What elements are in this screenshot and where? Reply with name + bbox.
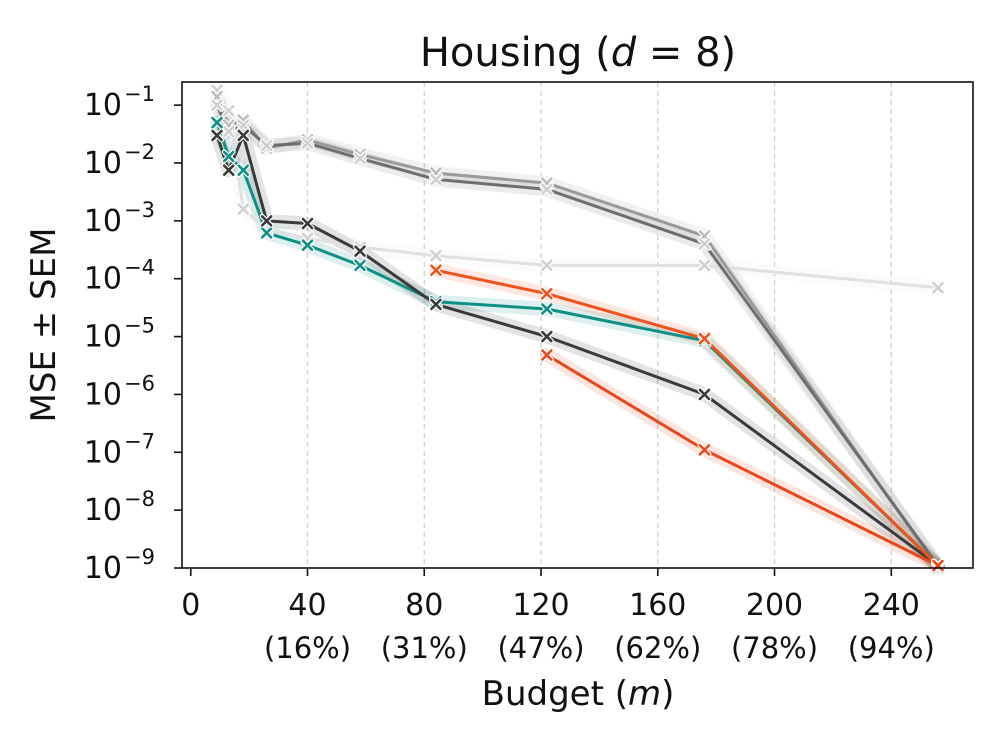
plot-frame [181, 81, 974, 569]
x-tick-pct-120: (47%) [497, 631, 584, 665]
marker-teal-18 [236, 163, 251, 178]
marker-light-gray-176 [697, 258, 712, 273]
x-tick-label-200: 200 [746, 588, 803, 623]
y-tick-exp--4: −4 [124, 256, 155, 280]
marker-gray-84 [428, 172, 443, 187]
x-tick-label-240: 240 [863, 588, 920, 623]
x-tick-pct-40: (16%) [264, 631, 351, 665]
series-line-teal [215, 122, 940, 567]
marker-teal-9 [210, 115, 225, 130]
marker-light-gray-13 [221, 103, 236, 118]
marker-orange-lower-122 [539, 348, 554, 363]
x-axis-ticks: 0 40 (16%) 80 (31%) 120 (47%) 160 (62%) 200 (78%) 2… [181, 568, 935, 665]
marker-light-gray-122 [539, 258, 554, 273]
marker-orange-upper-122 [539, 286, 554, 301]
marker-dark-gray-84 [428, 297, 443, 312]
x-tick-label-160: 160 [629, 588, 686, 623]
marker-orange-lower-176 [697, 442, 712, 457]
x-tick-label-80: 80 [405, 588, 443, 623]
y-tick-exp--9: −9 [124, 545, 155, 569]
y-tick-label--5: 10 [84, 320, 122, 355]
marker-light-gray-18 [236, 202, 251, 217]
marker-gray-122 [539, 182, 554, 197]
x-tick-pct-200: (78%) [731, 631, 818, 665]
marker-teal-26 [259, 225, 274, 240]
y-tick-label--3: 10 [84, 204, 122, 239]
marker-gray-13 [221, 124, 236, 139]
marker-dark-gray-176 [697, 387, 712, 402]
y-axis-label: MSE ± SEM [24, 228, 64, 423]
series-lines [215, 89, 940, 569]
series-line-gray [215, 104, 940, 567]
marker-gray-9 [210, 98, 225, 113]
marker-teal-122 [539, 301, 554, 316]
marker-orange-upper-176 [697, 331, 712, 346]
marker-light-gray-256 [930, 280, 945, 295]
x-tick-pct-80: (31%) [381, 631, 468, 665]
y-tick-label--1: 10 [84, 88, 122, 123]
x-axis-label: Budget (m) [482, 674, 675, 714]
marker-gray-58 [353, 151, 368, 166]
marker-light-gray-84 [428, 248, 443, 263]
y-tick-exp--2: −2 [124, 140, 155, 164]
series-line-mid-gray [215, 96, 940, 569]
y-tick-exp--7: −7 [124, 429, 155, 453]
marker-teal-40 [300, 238, 315, 253]
marker-dark-gray-13 [221, 163, 236, 178]
marker-gray-40 [300, 136, 315, 151]
y-tick-exp--3: −3 [124, 198, 155, 222]
marker-teal-13 [221, 149, 236, 164]
marker-teal-58 [353, 258, 368, 273]
chart-title: Housing (d = 8) [420, 30, 736, 76]
x-tick-label-0: 0 [181, 588, 200, 623]
series-line-light-gray [215, 89, 939, 290]
series-line-orange-upper [435, 268, 940, 567]
y-tick-exp--8: −8 [124, 487, 155, 511]
x-tick-label-40: 40 [288, 588, 326, 623]
marker-dark-gray-26 [259, 213, 274, 228]
marker-dark-gray-9 [210, 128, 225, 143]
y-tick-exp--6: −6 [124, 371, 155, 395]
y-tick-label--9: 10 [84, 551, 122, 586]
y-tick-label--6: 10 [84, 377, 122, 412]
x-tick-label-120: 120 [512, 588, 569, 623]
series-line-dark-gray [215, 133, 939, 567]
marker-dark-gray-40 [300, 216, 315, 231]
marker-dark-gray-18 [236, 128, 251, 143]
y-tick-label--8: 10 [84, 493, 122, 528]
y-tick-exp--5: −5 [124, 314, 155, 338]
marker-dark-gray-122 [539, 329, 554, 344]
x-tick-pct-160: (62%) [614, 631, 701, 665]
y-tick-label--4: 10 [84, 262, 122, 297]
marker-gray-26 [259, 138, 274, 153]
y-tick-label--2: 10 [84, 146, 122, 181]
y-tick-label--7: 10 [84, 435, 122, 470]
marker-gray-18 [236, 118, 251, 133]
marker-orange-upper-84 [428, 263, 443, 278]
marker-gray-176 [697, 236, 712, 251]
x-tick-pct-240: (94%) [848, 631, 935, 665]
y-tick-exp--1: −1 [124, 82, 155, 106]
y-axis-ticks: 10−110−210−310−410−510−610−710−810−9 [84, 82, 182, 586]
marker-dark-gray-58 [353, 244, 368, 259]
